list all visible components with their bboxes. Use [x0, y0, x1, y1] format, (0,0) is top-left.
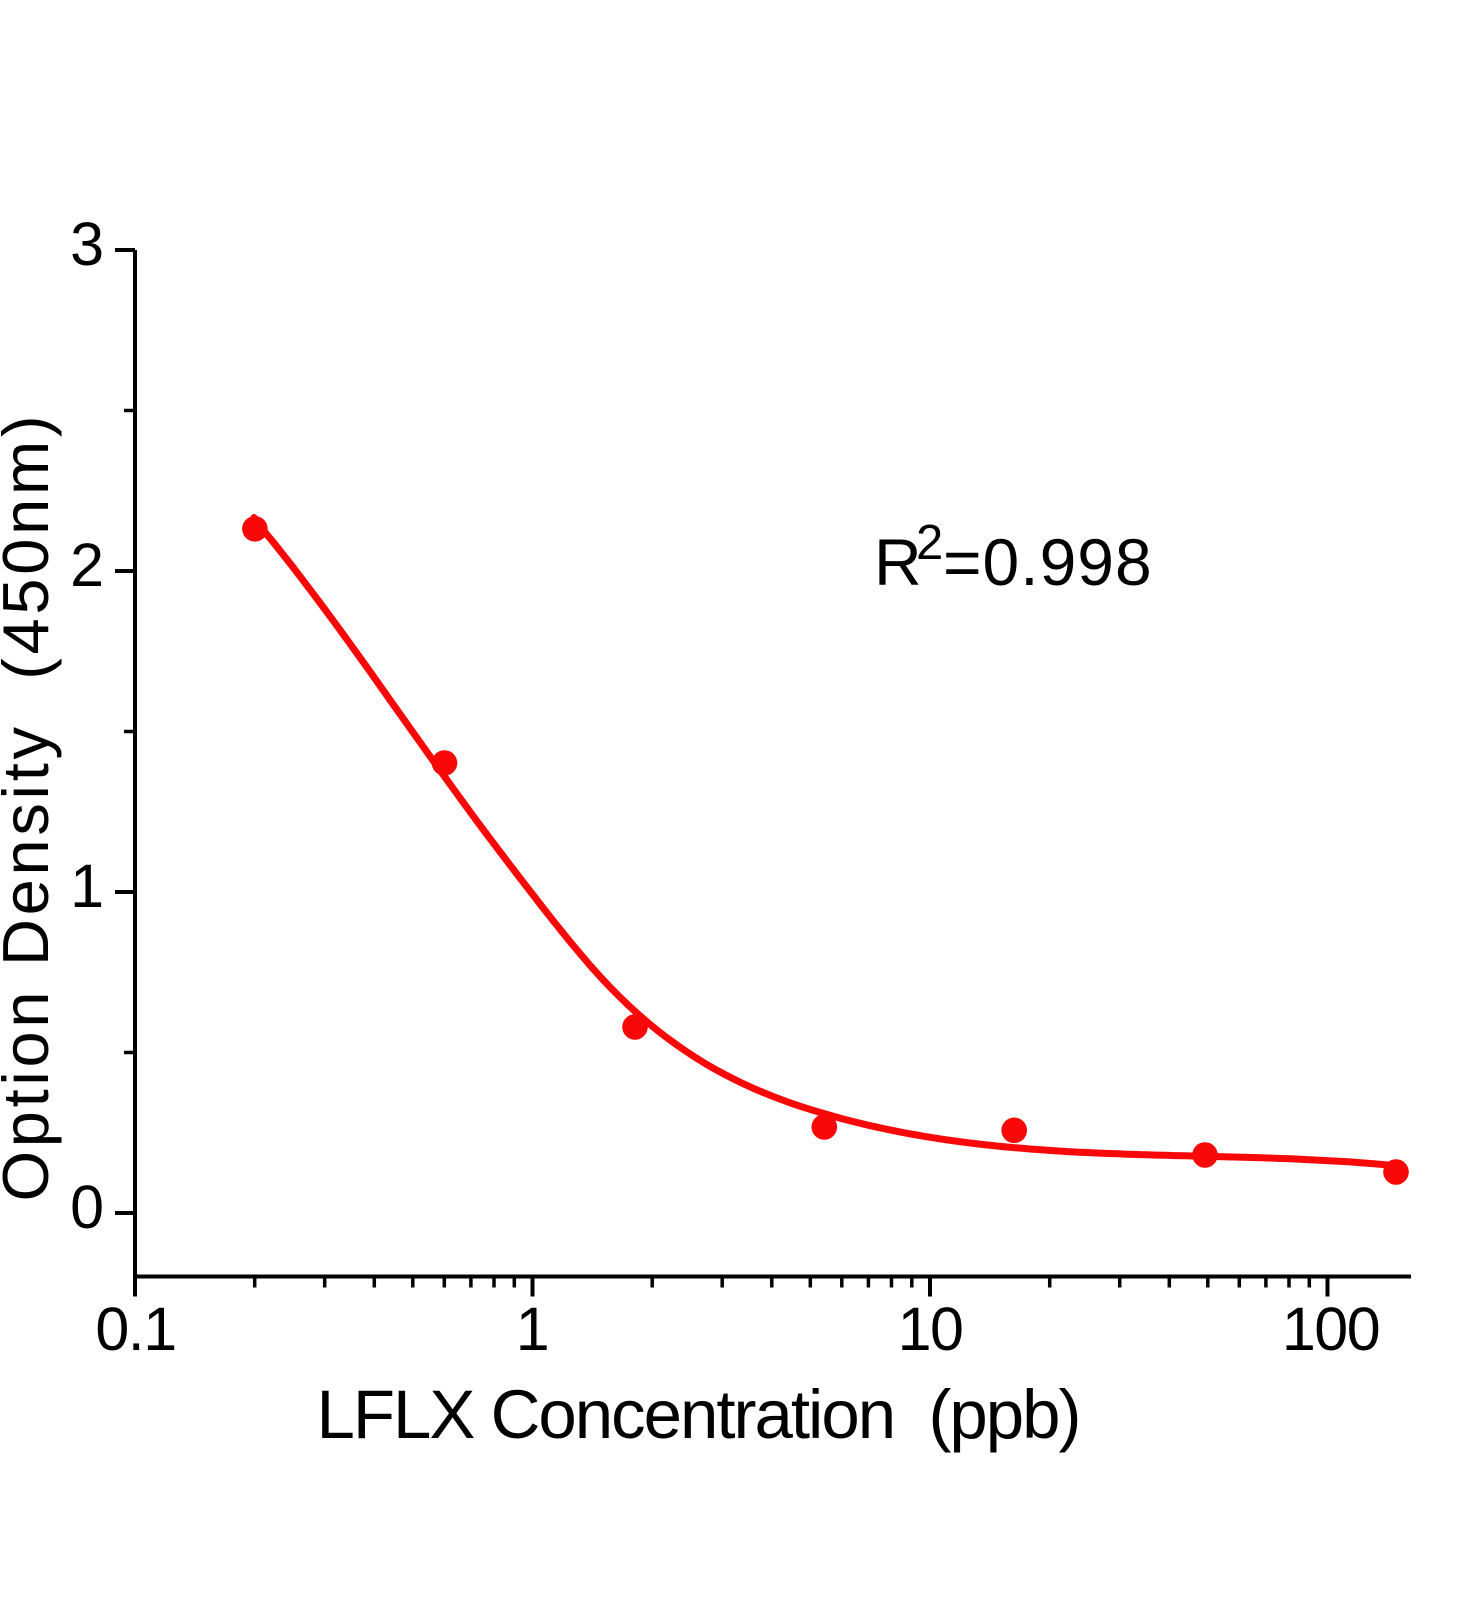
svg-text:=0.998: =0.998 — [943, 525, 1153, 599]
svg-text:Option Density (450nm): Option Density (450nm) — [0, 416, 62, 1202]
svg-text:10: 10 — [898, 1295, 963, 1363]
svg-text:1: 1 — [70, 852, 104, 920]
svg-text:0: 0 — [70, 1173, 104, 1241]
svg-text:R: R — [874, 525, 922, 599]
svg-text:100: 100 — [1282, 1295, 1379, 1363]
svg-text:0.1: 0.1 — [95, 1295, 175, 1363]
svg-text:LFLX Concentration (ppb): LFLX Concentration (ppb) — [317, 1376, 1082, 1453]
svg-text:1: 1 — [516, 1295, 548, 1363]
svg-text:3: 3 — [70, 210, 104, 278]
svg-text:2: 2 — [916, 516, 943, 570]
svg-text:2: 2 — [70, 531, 104, 599]
